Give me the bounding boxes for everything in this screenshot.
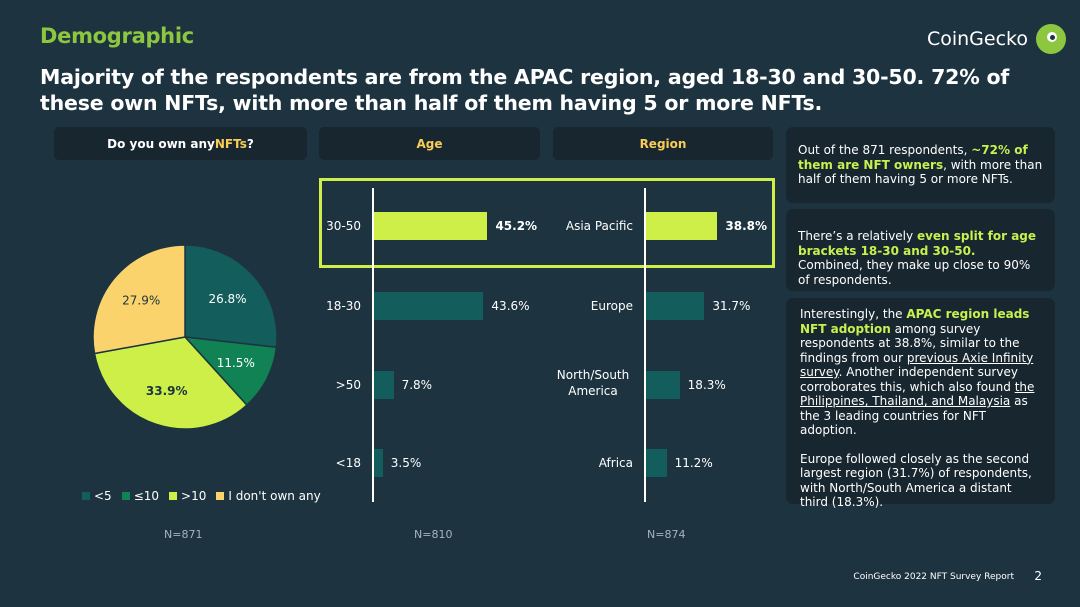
pie-label-le10: 11.5% [217, 356, 255, 370]
brand-name: CoinGecko [926, 28, 1028, 50]
header-text: ? [246, 136, 254, 151]
pie-slice-gt10 [93, 336, 248, 430]
legend-swatch [169, 492, 178, 500]
region-value-label: 38.8% [725, 219, 768, 233]
region-bar [646, 449, 667, 477]
legend-label: ≤10 [133, 489, 160, 503]
brand[interactable]: CoinGecko [927, 24, 1066, 54]
age-category-label: 18-30 [326, 299, 361, 313]
pie-slice-le10 [183, 336, 278, 407]
legend-swatch [121, 492, 130, 500]
age-value-label: 7.8% [401, 378, 433, 392]
region-category-label: Africa [598, 456, 633, 470]
insight-card-region: Interestingly, the APAC region leads NFT… [786, 298, 1055, 509]
region-bar [646, 212, 718, 240]
region-category-label: North/South America [556, 368, 630, 398]
legend-swatch [216, 492, 225, 500]
page-headline: Majority of the respondents are from the… [40, 65, 1010, 115]
region-category-label: Asia Pacific [565, 219, 633, 233]
age-value-label: 43.6% [491, 299, 530, 313]
age-category-label: >50 [335, 378, 361, 392]
age-bar [374, 292, 484, 320]
legend-item-lt5: <5 [82, 489, 112, 503]
insight-card-age: There’s a relatively even split for age … [786, 209, 1055, 291]
age-category-label: 30-50 [326, 219, 361, 233]
region-bar [646, 292, 705, 320]
nft-ownership-header: Do you own any NFTs? [54, 127, 307, 160]
age-value-label: 3.5% [390, 456, 422, 470]
page-number: 2 [1034, 569, 1042, 583]
legend-item-le10: ≤10 [121, 489, 160, 503]
section-title: Demographic [40, 24, 194, 48]
gecko-logo-icon [1036, 24, 1066, 54]
pie-label-lt5: 26.8% [208, 292, 246, 306]
legend-label: >10 [181, 489, 207, 503]
nft-ownership-pie-chart: 26.8% 11.5% 33.9% 27.9% [92, 244, 278, 430]
region-header: Region [553, 127, 773, 160]
age-header: Age [319, 127, 540, 160]
legend-label: I don't own any [228, 489, 321, 503]
pie-label-none: 27.9% [122, 293, 160, 307]
pie-label-gt10: 33.9% [146, 384, 188, 398]
legend-item-none: I don't own any [216, 489, 321, 503]
highlight-box [319, 178, 775, 268]
region-value-label: 11.2% [674, 456, 713, 470]
pie-slice-none [92, 244, 186, 355]
insight-card-ownership: Out of the 871 respondents, ~72% of them… [786, 127, 1055, 203]
region-category-label: Europe [590, 299, 633, 313]
region-axis-line [644, 188, 646, 502]
age-axis-line [372, 188, 374, 502]
legend-swatch [82, 492, 90, 500]
footer-report-title: CoinGecko 2022 NFT Survey Report [853, 572, 1014, 582]
legend-label: <5 [94, 489, 112, 503]
pie-slice-lt5 [184, 244, 278, 349]
age-category-label: <18 [335, 456, 361, 470]
age-bar [374, 449, 383, 477]
region-sample-size: N=874 [647, 528, 686, 541]
pie-legend: <5 ≤10 >10 I don't own any [82, 489, 321, 503]
region-bar [646, 371, 680, 399]
region-paragraph: Europe followed closely as the second la… [800, 451, 1032, 510]
country-survey-link[interactable]: the Philippines, Thailand, and Malaysia [800, 379, 1035, 409]
header-text: Do you own any [107, 136, 215, 151]
age-value-label: 45.2% [495, 219, 538, 233]
header-highlight: NFTs [214, 136, 247, 151]
legend-item-gt10: >10 [169, 489, 206, 503]
axie-survey-link[interactable]: previous Axie Infinity survey [800, 350, 1034, 380]
region-value-label: 18.3% [687, 378, 726, 392]
pie-sample-size: N=871 [164, 528, 203, 541]
region-value-label: 31.7% [712, 299, 751, 313]
age-bar [374, 212, 488, 240]
age-sample-size: N=810 [414, 528, 453, 541]
age-bar [374, 371, 394, 399]
